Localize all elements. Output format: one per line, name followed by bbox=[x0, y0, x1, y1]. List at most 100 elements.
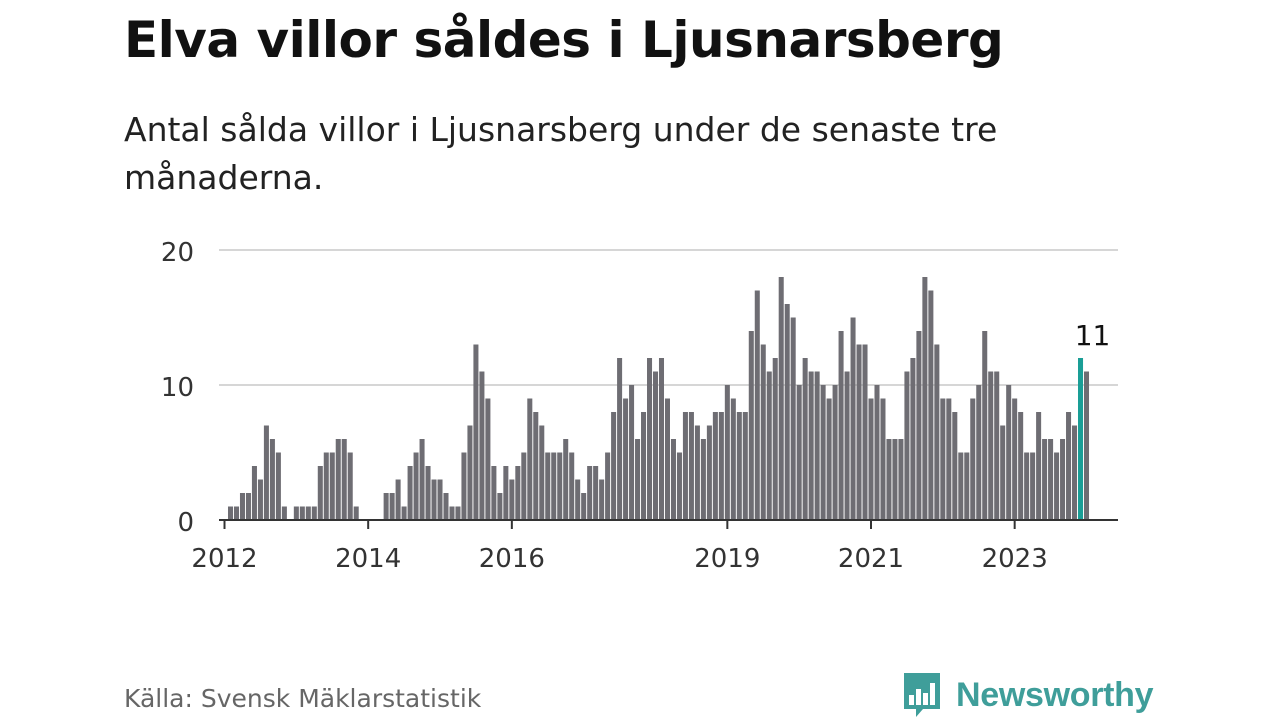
bar bbox=[293, 506, 299, 520]
bar bbox=[1083, 371, 1090, 520]
bar bbox=[1012, 398, 1018, 520]
bar bbox=[245, 493, 251, 520]
bar bbox=[658, 358, 665, 520]
bar bbox=[1054, 452, 1060, 520]
bar bbox=[868, 398, 874, 520]
bar bbox=[748, 331, 754, 520]
bar bbox=[790, 317, 796, 520]
bar bbox=[527, 398, 533, 520]
bar bbox=[581, 493, 587, 520]
bar bbox=[718, 412, 724, 520]
bar bbox=[736, 412, 742, 520]
bar bbox=[1042, 439, 1048, 520]
bar bbox=[700, 439, 706, 520]
bar bbox=[742, 412, 748, 520]
bar bbox=[952, 412, 958, 520]
bar bbox=[617, 358, 623, 520]
bar bbox=[988, 371, 994, 520]
chart-title: Elva villor såldes i Ljusnarsberg bbox=[124, 11, 1004, 69]
bar bbox=[664, 398, 670, 520]
bar bbox=[347, 452, 353, 520]
bar bbox=[533, 412, 539, 520]
bar bbox=[401, 506, 407, 520]
bar bbox=[551, 452, 557, 520]
bar bbox=[233, 506, 239, 520]
x-tick-label: 2021 bbox=[838, 544, 904, 574]
bar bbox=[796, 385, 802, 520]
bar bbox=[569, 452, 575, 520]
bar bbox=[491, 466, 497, 520]
bar bbox=[545, 452, 551, 520]
bar bbox=[778, 277, 784, 520]
bar bbox=[766, 371, 772, 520]
gridlines bbox=[219, 249, 1118, 386]
bar bbox=[784, 304, 790, 520]
bar bbox=[443, 493, 449, 520]
bar bbox=[910, 358, 916, 520]
bar bbox=[958, 452, 964, 520]
x-tick-label: 2012 bbox=[191, 544, 257, 574]
bar bbox=[635, 439, 641, 520]
bar bbox=[539, 425, 545, 520]
bar bbox=[575, 479, 581, 520]
bar bbox=[563, 439, 569, 520]
bar bbox=[515, 466, 521, 520]
bar-chart: 0 10 20 2012 2014 2016 2019 2021 2023 11 bbox=[161, 238, 1118, 574]
bar bbox=[485, 398, 491, 520]
bar bbox=[832, 385, 838, 520]
bar bbox=[335, 439, 341, 520]
bar bbox=[760, 344, 766, 520]
bar bbox=[916, 331, 922, 520]
bar bbox=[1066, 412, 1072, 520]
bar bbox=[856, 344, 862, 520]
bar bbox=[299, 506, 305, 520]
bar bbox=[389, 493, 395, 520]
bar bbox=[323, 452, 329, 520]
bar bbox=[850, 317, 856, 520]
bar bbox=[503, 466, 509, 520]
bar bbox=[982, 331, 988, 520]
bars bbox=[227, 277, 1090, 520]
bar bbox=[1000, 425, 1006, 520]
bar bbox=[898, 439, 904, 520]
bar bbox=[407, 466, 413, 520]
bar bbox=[772, 358, 778, 520]
bar bbox=[694, 425, 700, 520]
axis-labels: 0 10 20 2012 2014 2016 2019 2021 2023 11 bbox=[161, 238, 1110, 574]
bar bbox=[1024, 452, 1030, 520]
bar bbox=[970, 398, 976, 520]
bar bbox=[593, 466, 599, 520]
bar bbox=[329, 452, 335, 520]
bar bbox=[467, 425, 473, 520]
bar bbox=[455, 506, 461, 520]
y-tick-label: 0 bbox=[177, 508, 194, 538]
bar bbox=[509, 479, 515, 520]
bar bbox=[641, 412, 647, 520]
bar bbox=[311, 506, 317, 520]
bar bbox=[317, 466, 323, 520]
bar bbox=[802, 358, 808, 520]
bar bbox=[257, 479, 263, 520]
bar bbox=[862, 344, 868, 520]
bar bbox=[281, 506, 287, 520]
bar bbox=[886, 439, 892, 520]
chart-subtitle: Antal sålda villor i Ljusnarsberg under … bbox=[124, 110, 998, 197]
value-annotation: 11 bbox=[1075, 319, 1111, 352]
bar bbox=[599, 479, 605, 520]
bar bbox=[724, 385, 730, 520]
bar bbox=[587, 466, 593, 520]
bar bbox=[629, 385, 635, 520]
bar bbox=[275, 452, 281, 520]
bar bbox=[880, 398, 886, 520]
bar bbox=[1060, 439, 1066, 520]
bar bbox=[461, 452, 467, 520]
bar bbox=[754, 290, 760, 520]
bar bbox=[623, 398, 629, 520]
bar bbox=[1018, 412, 1024, 520]
bar bbox=[479, 371, 485, 520]
bar bbox=[611, 412, 617, 520]
newsworthy-logo: Newsworthy bbox=[902, 671, 1154, 719]
bar bbox=[994, 371, 1000, 520]
bar bbox=[814, 371, 820, 520]
bar bbox=[383, 493, 389, 520]
